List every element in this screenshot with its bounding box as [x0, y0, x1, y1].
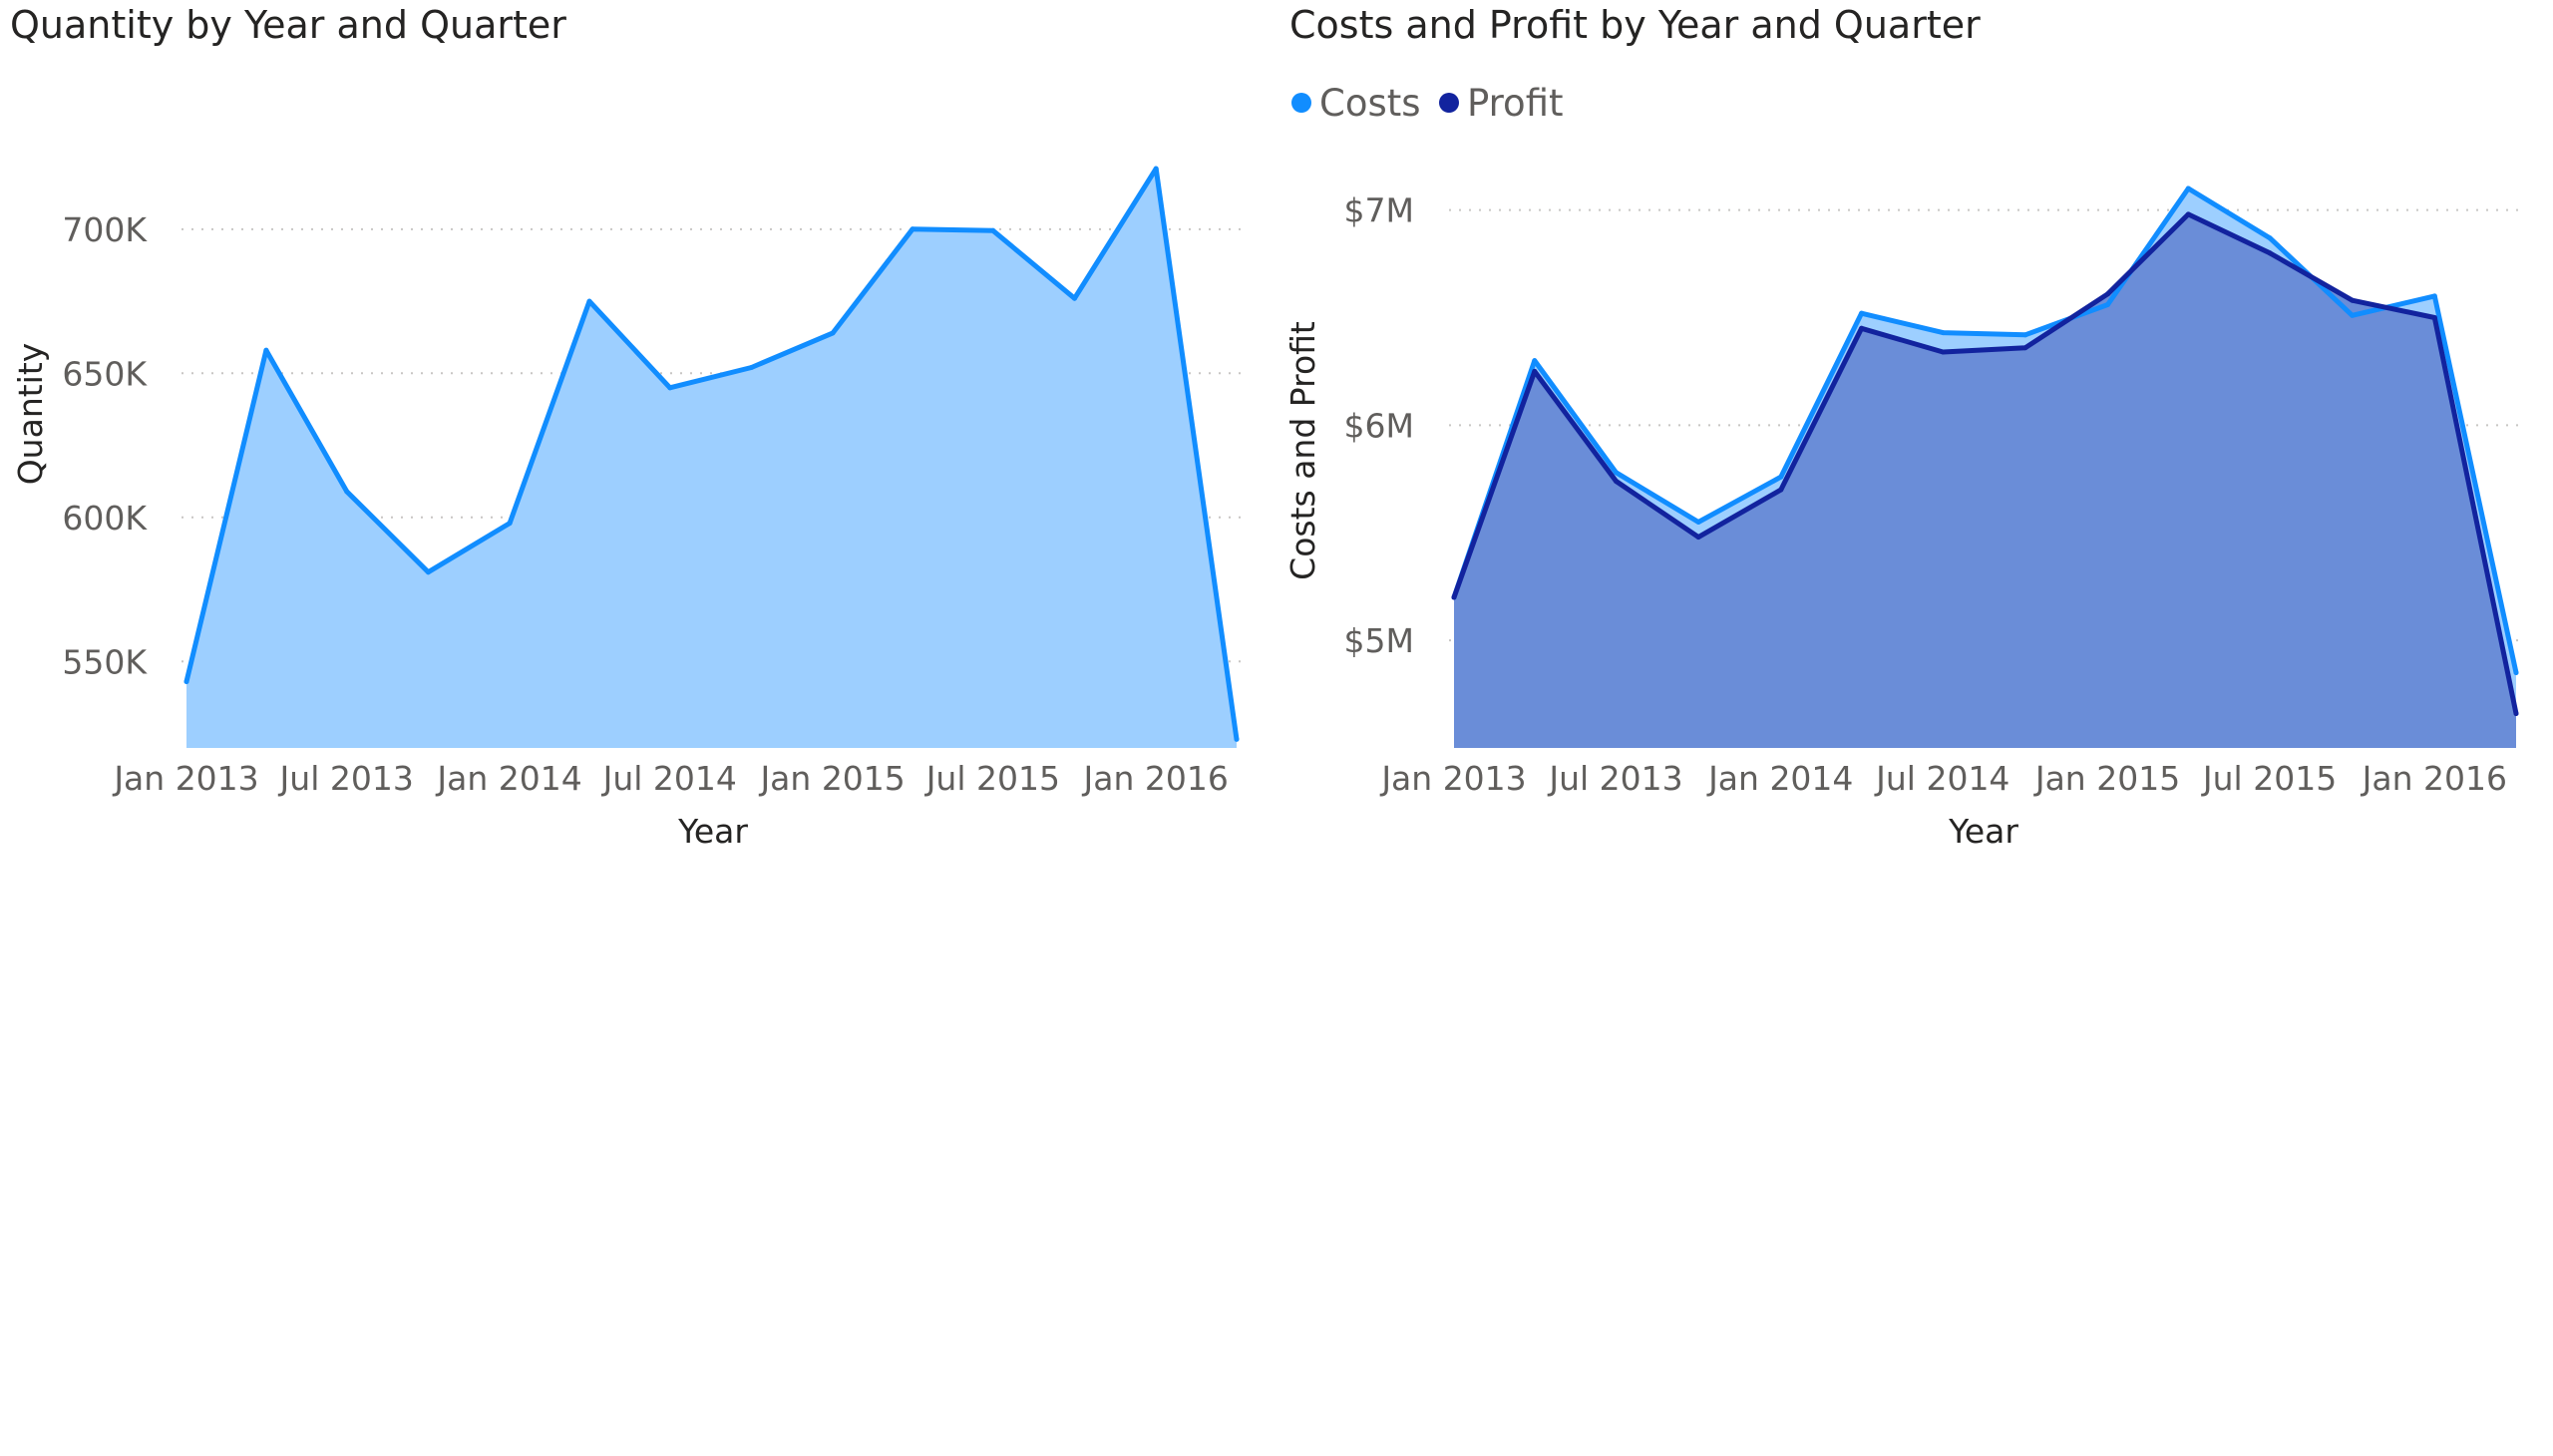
x-axis-title: Year — [1948, 812, 2018, 851]
costs-point — [2431, 293, 2437, 299]
quantity-point — [425, 569, 431, 575]
costs-point — [2350, 312, 2356, 318]
costs-point — [1695, 520, 1701, 525]
quantity-point — [263, 347, 269, 353]
quantity-point — [507, 521, 513, 527]
x-tick-label: Jan 2013 — [112, 759, 258, 798]
quantity-point — [1153, 166, 1159, 172]
profit-line — [1451, 211, 2519, 716]
costs-point — [2267, 235, 2273, 241]
profit-point — [2022, 345, 2028, 351]
costs-point — [2513, 670, 2519, 675]
profit-point — [2185, 211, 2191, 217]
y-axis-title: Costs and Profit — [1283, 321, 1322, 580]
y-tick-label: 600K — [62, 499, 148, 538]
quantity-point — [910, 226, 915, 232]
y-tick-label: 700K — [62, 210, 148, 249]
quantity-point — [749, 365, 754, 370]
legend-marker-profit — [1439, 93, 1459, 113]
chart-title: Quantity by Year and Quarter — [10, 3, 566, 47]
x-tick-label: Jul 2015 — [2201, 759, 2337, 798]
y-tick-label: 650K — [62, 354, 148, 393]
profit-point — [1451, 594, 1457, 600]
x-tick-label: Jan 2015 — [758, 759, 905, 798]
y-tick-label: $6M — [1344, 406, 1414, 445]
quantity-area-chart: Quantity by Year and Quarter 550K 600K 650… — [10, 3, 1247, 851]
costs-point — [1778, 474, 1784, 480]
profit-point — [1940, 349, 1946, 355]
profit-point — [1614, 479, 1619, 484]
chart-title: Costs and Profit by Year and Quarter — [1289, 3, 1981, 47]
legend: Costs Profit — [1291, 82, 1564, 125]
costs-point — [1532, 358, 1538, 364]
quantity-chart-panel: Quantity by Year and Quarter 550K 600K 650… — [0, 0, 1272, 878]
quantity-point — [830, 330, 836, 336]
quantity-line — [183, 166, 1240, 742]
x-tick-label: Jul 2015 — [924, 759, 1060, 798]
x-tick-label: Jul 2014 — [1874, 759, 2009, 798]
profit-point — [2267, 250, 2273, 256]
costs-point — [1614, 470, 1619, 476]
x-tick-label: Jan 2014 — [435, 759, 581, 798]
legend-label-costs: Costs — [1319, 82, 1421, 125]
profit-point — [2513, 711, 2519, 716]
profit-area — [1454, 213, 2516, 748]
profit-point — [2350, 297, 2356, 303]
x-tick-label: Jan 2015 — [2033, 759, 2180, 798]
profit-point — [2431, 315, 2437, 320]
x-tick-label: Jan 2013 — [1379, 759, 1526, 798]
profit-point — [1532, 368, 1538, 374]
x-tick-label: Jan 2014 — [1706, 759, 1853, 798]
costs-point — [2105, 302, 2110, 307]
profit-point — [1695, 535, 1701, 541]
x-axis-title: Year — [677, 812, 748, 851]
quantity-point — [344, 489, 350, 495]
legend-marker-costs — [1291, 93, 1311, 113]
profit-point — [1778, 487, 1784, 493]
y-tick-label: $5M — [1344, 621, 1414, 660]
quantity-point — [1072, 295, 1077, 301]
costs-profit-area-chart: Costs and Profit by Year and Quarter Cos… — [1283, 3, 2526, 851]
y-axis-title: Quantity — [11, 343, 50, 486]
x-tick-label: Jan 2016 — [2361, 759, 2507, 798]
profit-point — [1859, 325, 1865, 331]
x-tick-label: Jul 2013 — [1547, 759, 1682, 798]
x-tick-label: Jul 2014 — [601, 759, 737, 798]
quantity-point — [1234, 736, 1240, 742]
quantity-area — [186, 169, 1237, 749]
quantity-point — [183, 679, 189, 684]
costs-profit-chart-panel: Costs and Profit by Year and Quarter Cos… — [1272, 0, 2553, 878]
legend-label-profit: Profit — [1467, 82, 1564, 125]
costs-line — [1451, 185, 2519, 675]
quantity-point — [586, 298, 592, 304]
profit-point — [2105, 291, 2110, 297]
costs-point — [2185, 185, 2191, 191]
costs-point — [1940, 330, 1946, 336]
costs-point — [1859, 310, 1865, 316]
y-tick-label: 550K — [62, 642, 148, 681]
x-tick-label: Jul 2013 — [278, 759, 414, 798]
y-tick-label: $7M — [1344, 191, 1414, 230]
quantity-point — [667, 385, 673, 391]
costs-point — [2022, 332, 2028, 338]
quantity-point — [990, 227, 996, 233]
x-tick-label: Jan 2016 — [1082, 759, 1229, 798]
